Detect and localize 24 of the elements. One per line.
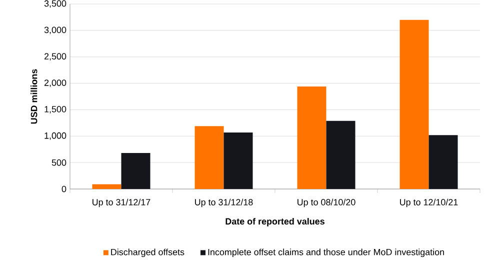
y-tick-label: 3,000 <box>44 26 66 34</box>
y-tick-label: 3,500 <box>44 0 66 8</box>
y-tick-label: 1,000 <box>44 132 66 140</box>
x-axis-title: Date of reported values <box>226 218 324 226</box>
bar <box>428 135 458 189</box>
bar <box>400 20 429 189</box>
legend-label: Incomplete offset claims and those under MoD investigation <box>208 248 444 258</box>
y-tick-label: 500 <box>52 159 66 166</box>
y-tick-label: 2,000 <box>44 80 66 87</box>
bar <box>326 120 356 189</box>
y-tick-label: 0 <box>62 186 66 192</box>
y-tick-label: 2,500 <box>44 53 66 61</box>
x-tick-label: Up to 31/12/18 <box>195 198 253 208</box>
x-tick-label: Up to 08/10/20 <box>298 198 356 208</box>
bar <box>224 132 253 189</box>
bar <box>297 86 326 189</box>
y-tick-label: 1,500 <box>44 106 66 114</box>
x-tick-label: Up to 12/10/21 <box>400 198 458 208</box>
x-tick-label: Up to 31/12/17 <box>92 198 150 208</box>
bar <box>121 153 150 189</box>
legend-label: Discharged offsets <box>111 248 184 258</box>
bar <box>194 126 224 189</box>
y-axis-title: USD millions <box>30 69 38 124</box>
bar <box>92 184 122 189</box>
